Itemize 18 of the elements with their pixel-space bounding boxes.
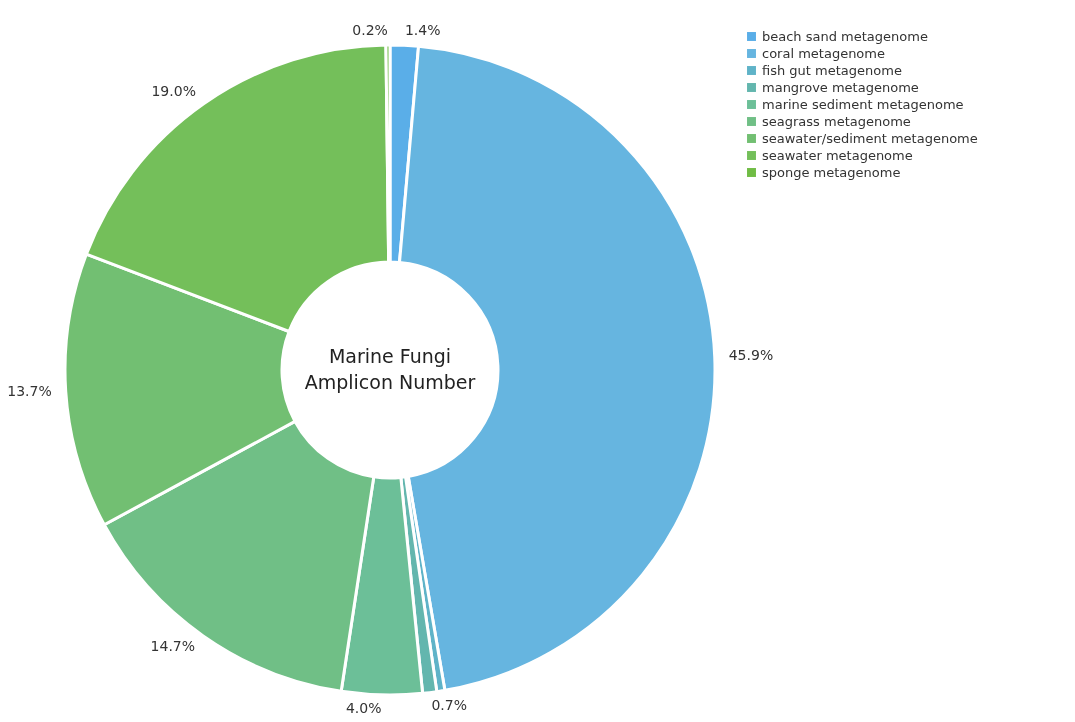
data-label: 0.2% — [352, 22, 388, 39]
legend-label: seagrass metagenome — [762, 113, 911, 129]
legend-label: coral metagenome — [762, 45, 885, 61]
legend-label: seawater/sediment metagenome — [762, 130, 978, 146]
legend-label: marine sediment metagenome — [762, 96, 964, 112]
data-label: 1.4% — [404, 22, 441, 39]
legend-label: mangrove metagenome — [762, 79, 919, 95]
legend-label: seawater metagenome — [762, 147, 913, 163]
data-label: 45.9% — [728, 347, 774, 364]
data-label: 4.0% — [345, 699, 382, 716]
data-label: 0.7% — [431, 697, 468, 714]
data-label: 19.0% — [151, 83, 196, 100]
data-label: 13.7% — [7, 383, 52, 400]
legend-label: beach sand metagenome — [762, 28, 928, 44]
text: Marine Fungi Amplicon Number — [304, 345, 476, 393]
legend-label: fish gut metagenome — [762, 62, 902, 78]
data-label: 14.7% — [150, 638, 196, 655]
legend-label: sponge metagenome — [762, 164, 901, 180]
